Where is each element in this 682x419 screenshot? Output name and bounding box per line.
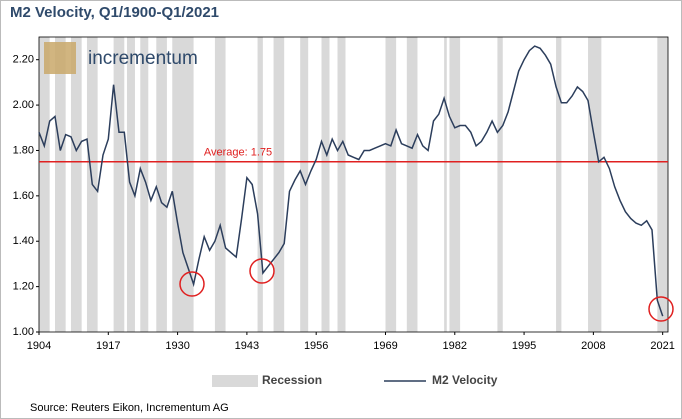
highlight-circle	[648, 296, 674, 322]
chart-title: M2 Velocity, Q1/1900-Q1/2021	[10, 4, 219, 21]
recession-band	[39, 37, 50, 332]
recession-band	[588, 37, 602, 332]
recession-band	[113, 37, 125, 332]
recession-band	[257, 37, 263, 332]
x-tick-label: 1930	[165, 340, 189, 352]
x-tick-label: 1904	[27, 340, 51, 352]
y-tick-label: 2.00	[13, 99, 34, 111]
recession-band	[337, 37, 346, 332]
legend-label: M2 Velocity	[432, 373, 498, 387]
recession-band	[214, 37, 226, 332]
y-tick-label: 1.40	[13, 235, 34, 247]
x-tick-label: 1995	[512, 340, 536, 352]
highlight-circle	[179, 271, 205, 297]
y-tick-label: 1.60	[13, 190, 34, 202]
x-tick-label: 1917	[96, 340, 120, 352]
recession-band	[70, 37, 82, 332]
recession-band	[156, 37, 167, 332]
recession-band	[54, 37, 66, 332]
recession-band	[444, 37, 447, 332]
recession-band	[172, 37, 194, 332]
plot-area: 1.00 1.20 1.40 1.60 1.80 2.00 2.20 1904 1917 1930…	[13, 36, 675, 352]
legend-swatch	[212, 375, 258, 387]
highlight-circle	[249, 258, 275, 284]
logo: incrementum	[44, 42, 198, 74]
logo-icon	[44, 42, 76, 74]
recession-band	[300, 37, 309, 332]
y-tick-label: 1.00	[13, 326, 34, 338]
plot-border	[38, 36, 669, 333]
source: Source: Reuters Eikon, Incrementum AG	[30, 402, 229, 414]
x-tick-label: 2021	[650, 340, 674, 352]
logo-text: incrementum	[88, 48, 198, 69]
series-line	[38, 45, 664, 317]
recession-band	[385, 37, 397, 332]
recession-band	[321, 37, 330, 332]
x-tick-label: 1956	[304, 340, 328, 352]
recession-band	[406, 37, 418, 332]
average-label: Average: 1.75	[204, 147, 272, 159]
y-tick-label: 2.20	[13, 54, 34, 66]
x-tick-label: 1943	[235, 340, 259, 352]
x-tick-label: 1982	[443, 340, 467, 352]
y-tick-label: 1.80	[13, 144, 34, 156]
x-tick-label: 2008	[581, 340, 605, 352]
recession-band	[273, 37, 285, 332]
legend-label: Recession	[262, 373, 322, 387]
recession-band	[449, 37, 461, 332]
x-tick-label: 1969	[373, 340, 397, 352]
recession-band	[140, 37, 149, 332]
y-tick-label: 1.20	[13, 281, 34, 293]
recession-band	[556, 37, 562, 332]
recession-band	[497, 37, 503, 332]
recession-band	[657, 37, 668, 332]
